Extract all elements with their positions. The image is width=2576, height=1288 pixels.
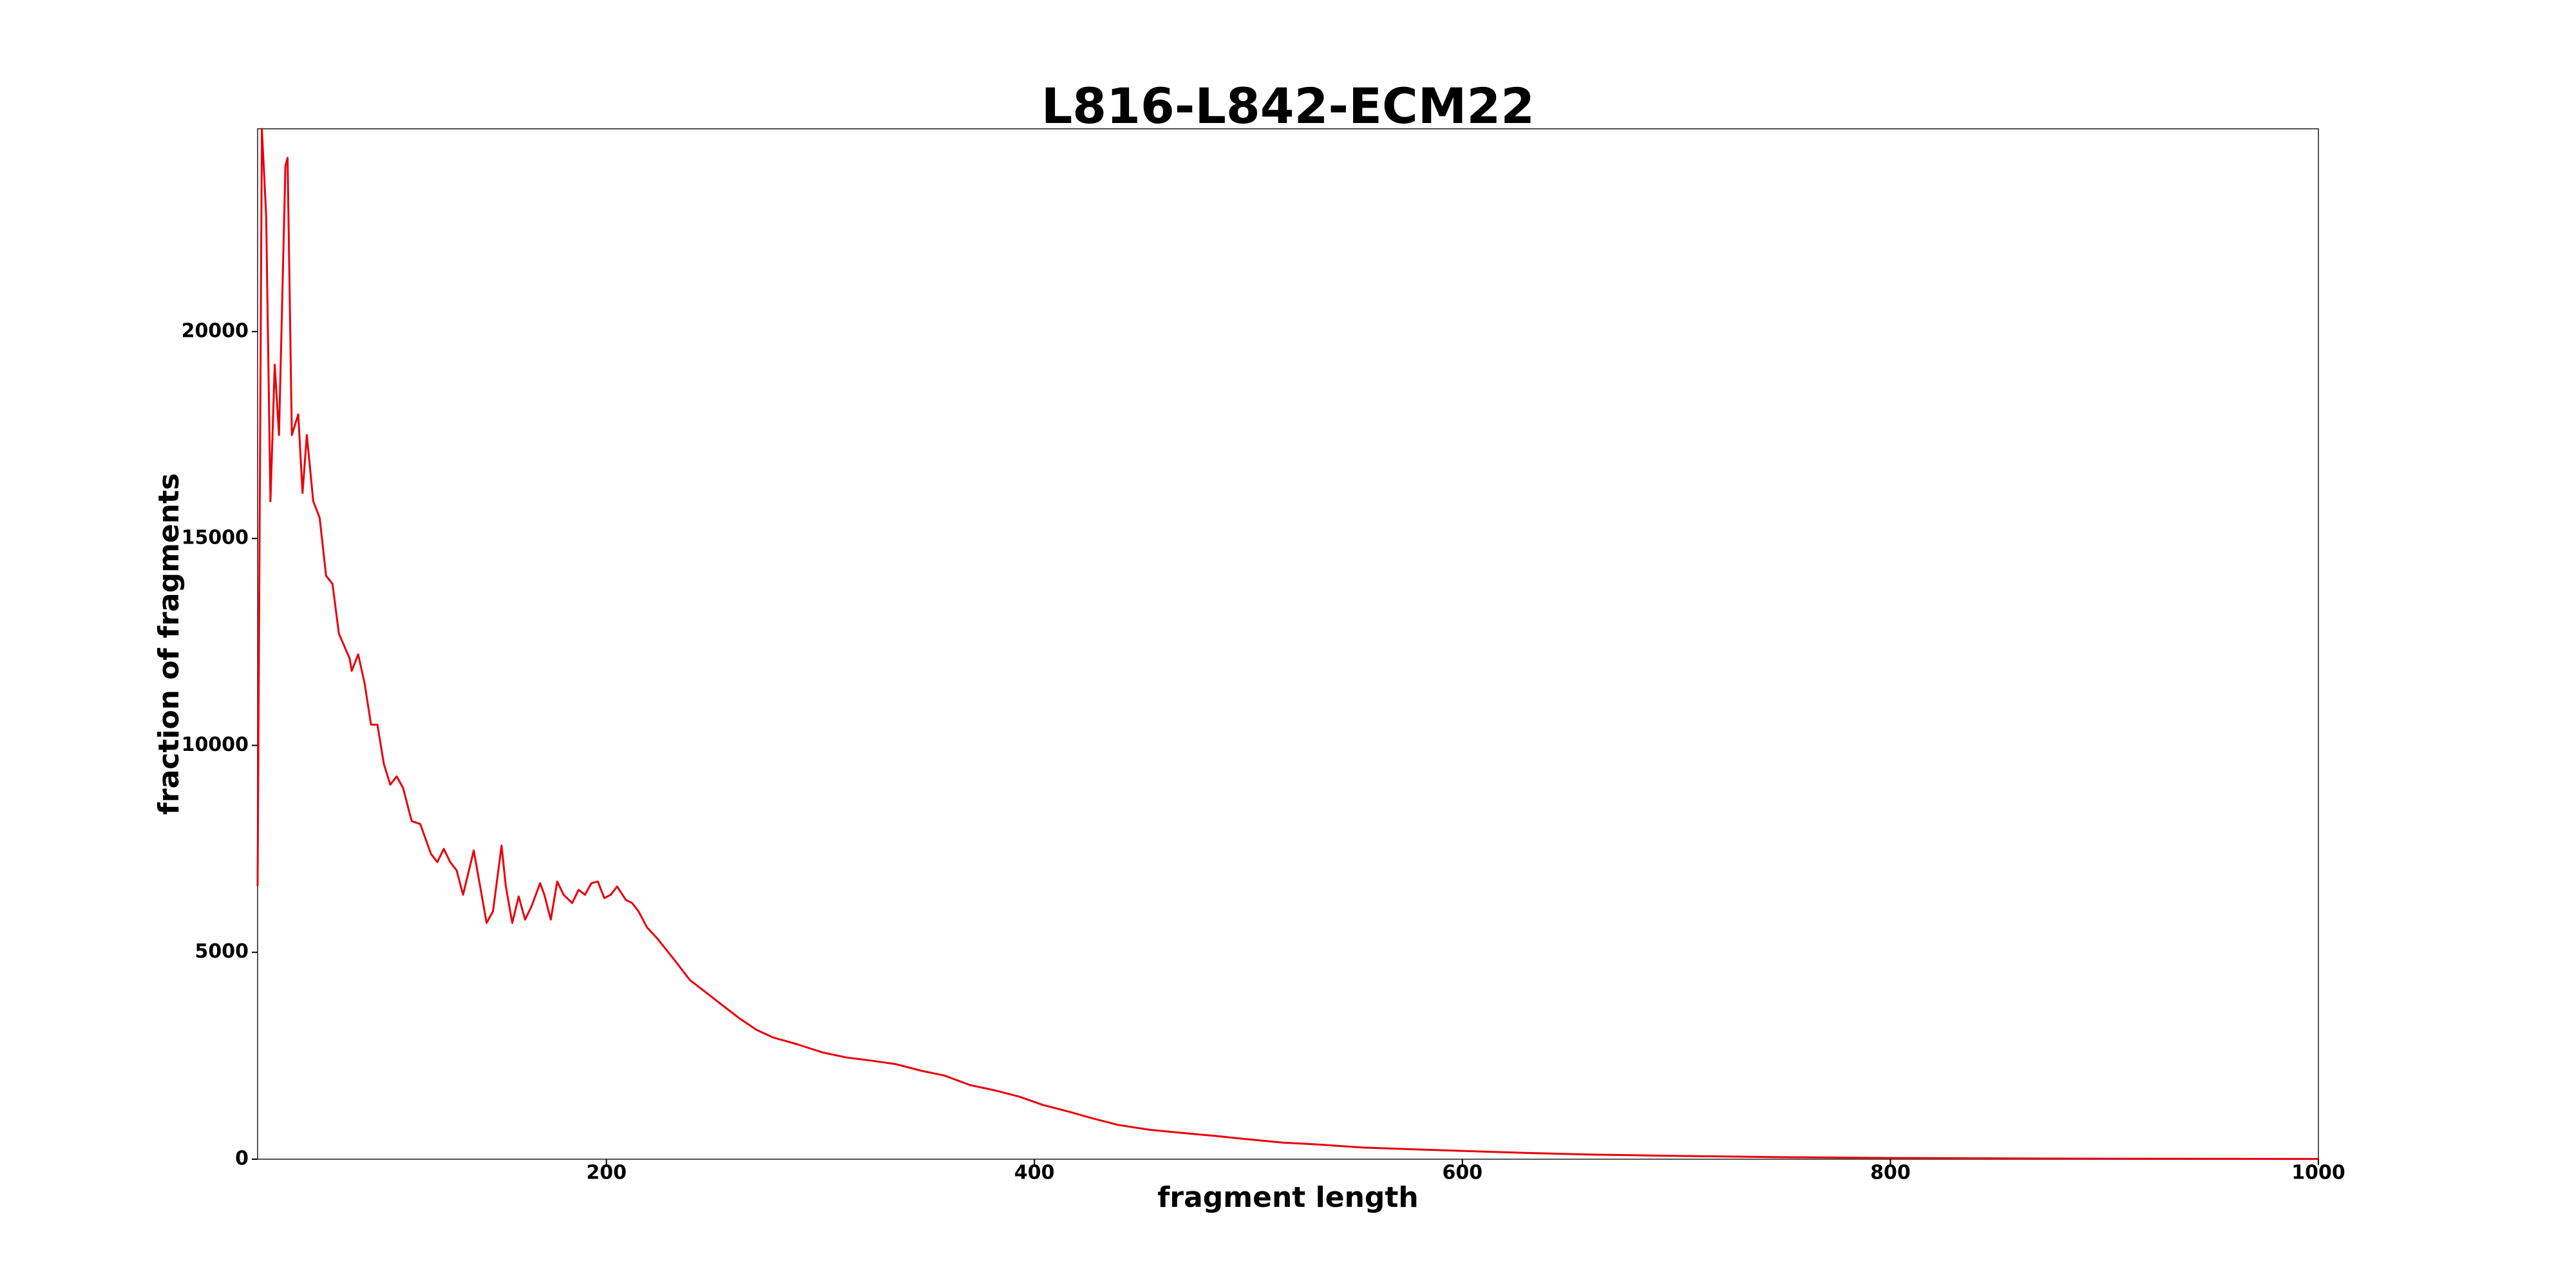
x-tick-label: 1000	[2291, 1162, 2345, 1184]
x-tick-label: 200	[586, 1162, 627, 1184]
y-axis-label: fraction of fragments	[153, 473, 185, 815]
y-tick-label: 0	[235, 1148, 249, 1170]
y-tick-label: 15000	[182, 527, 249, 549]
y-tick-label: 10000	[182, 734, 249, 756]
y-tick-label: 20000	[182, 319, 249, 342]
y-tick-label: 5000	[195, 940, 249, 963]
plot-frame	[257, 128, 2319, 1160]
x-tick-label: 800	[1870, 1162, 1911, 1184]
data-line	[256, 128, 2319, 1160]
x-tick-label: 600	[1443, 1162, 1483, 1184]
x-axis-label: fragment length	[1157, 1181, 1419, 1214]
x-tick-label: 400	[1014, 1162, 1055, 1184]
chart-title: L816-L842-ECM22	[1041, 77, 1535, 135]
